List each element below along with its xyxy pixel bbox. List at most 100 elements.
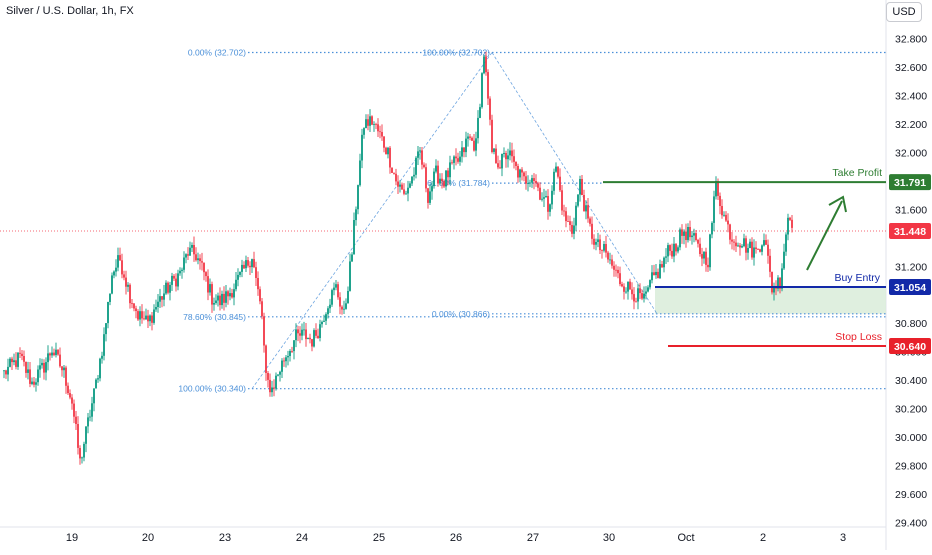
candle <box>259 286 261 305</box>
candle <box>57 349 59 356</box>
symbol-title: Silver / U.S. Dollar, 1h, FX <box>6 5 134 17</box>
candle-body <box>771 271 773 293</box>
candle <box>27 361 29 380</box>
candle <box>751 237 753 260</box>
candle <box>347 286 349 304</box>
candle-body <box>259 289 261 302</box>
candle <box>667 242 669 263</box>
candle-body <box>271 387 273 393</box>
candle <box>101 351 103 364</box>
candle <box>531 174 533 188</box>
candle <box>53 348 55 357</box>
candle-body <box>69 393 71 398</box>
candle <box>537 181 539 192</box>
candle <box>677 245 679 254</box>
candle-body <box>75 416 77 424</box>
candle-body <box>437 165 439 184</box>
candle <box>19 347 21 358</box>
candle <box>719 192 721 215</box>
candle <box>139 306 141 327</box>
candle <box>239 271 241 278</box>
candle <box>711 221 713 239</box>
candle <box>515 161 517 171</box>
candle <box>551 185 553 210</box>
candle-body <box>367 119 369 126</box>
candle-body <box>209 284 211 293</box>
candle <box>507 148 509 168</box>
candle <box>579 175 581 202</box>
candle-body <box>95 379 97 389</box>
candle <box>217 292 219 307</box>
candle <box>279 370 281 382</box>
candle <box>589 216 591 227</box>
candle <box>669 244 671 256</box>
candle <box>479 103 481 119</box>
candle-body <box>447 170 449 178</box>
candle <box>735 235 737 252</box>
candle <box>519 168 521 183</box>
candle-body <box>699 243 701 254</box>
candle-body <box>197 258 199 261</box>
candle <box>571 221 573 238</box>
candle <box>219 287 221 311</box>
candle <box>431 181 433 200</box>
candle-body <box>677 247 679 252</box>
candle <box>495 144 497 164</box>
candle-body <box>487 72 489 99</box>
candle-body <box>539 187 541 200</box>
candle <box>121 253 123 279</box>
candle-body <box>13 360 15 363</box>
price-tag-label: 31.448 <box>894 226 926 238</box>
candle <box>557 166 559 179</box>
candle-body <box>167 282 169 293</box>
candle-body <box>753 247 755 258</box>
candle <box>251 258 253 273</box>
candle <box>351 252 353 262</box>
candle <box>59 347 61 368</box>
candle <box>595 238 597 251</box>
candle-body <box>25 361 27 373</box>
candle <box>69 389 71 400</box>
candle <box>161 296 163 308</box>
candle-body <box>651 272 653 281</box>
fib-label: 0.00% (30.866) <box>432 309 490 319</box>
candle-body <box>719 195 721 206</box>
candle <box>409 181 411 189</box>
candle <box>449 155 451 186</box>
candle <box>37 365 39 386</box>
candle-body <box>773 286 775 293</box>
candle-body <box>35 382 37 385</box>
candle <box>385 146 387 155</box>
candle-body <box>79 448 81 459</box>
candle <box>407 180 409 202</box>
candle-body <box>349 261 351 291</box>
candle <box>143 311 145 321</box>
candle-body <box>229 293 231 297</box>
candle <box>133 303 135 312</box>
buy-zone <box>655 287 886 314</box>
candle-body <box>551 190 553 205</box>
candle-body <box>101 355 103 359</box>
candle <box>383 136 385 153</box>
candle-body <box>333 287 335 291</box>
candle <box>715 176 717 200</box>
candle <box>583 189 585 212</box>
candle-body <box>655 271 657 276</box>
candle-body <box>565 211 567 222</box>
candle-body <box>777 277 779 289</box>
candle-body <box>123 274 125 278</box>
y-tick-label: 32.200 <box>895 119 927 131</box>
candle <box>77 416 79 455</box>
candle-body <box>675 243 677 252</box>
candle <box>649 279 651 290</box>
candle-body <box>421 150 423 165</box>
candle <box>429 183 431 205</box>
candle <box>255 261 257 286</box>
candle <box>211 281 213 313</box>
candle <box>761 244 763 256</box>
candle-body <box>151 315 153 323</box>
candle-body <box>221 293 223 306</box>
currency-button[interactable]: USD <box>886 2 922 22</box>
